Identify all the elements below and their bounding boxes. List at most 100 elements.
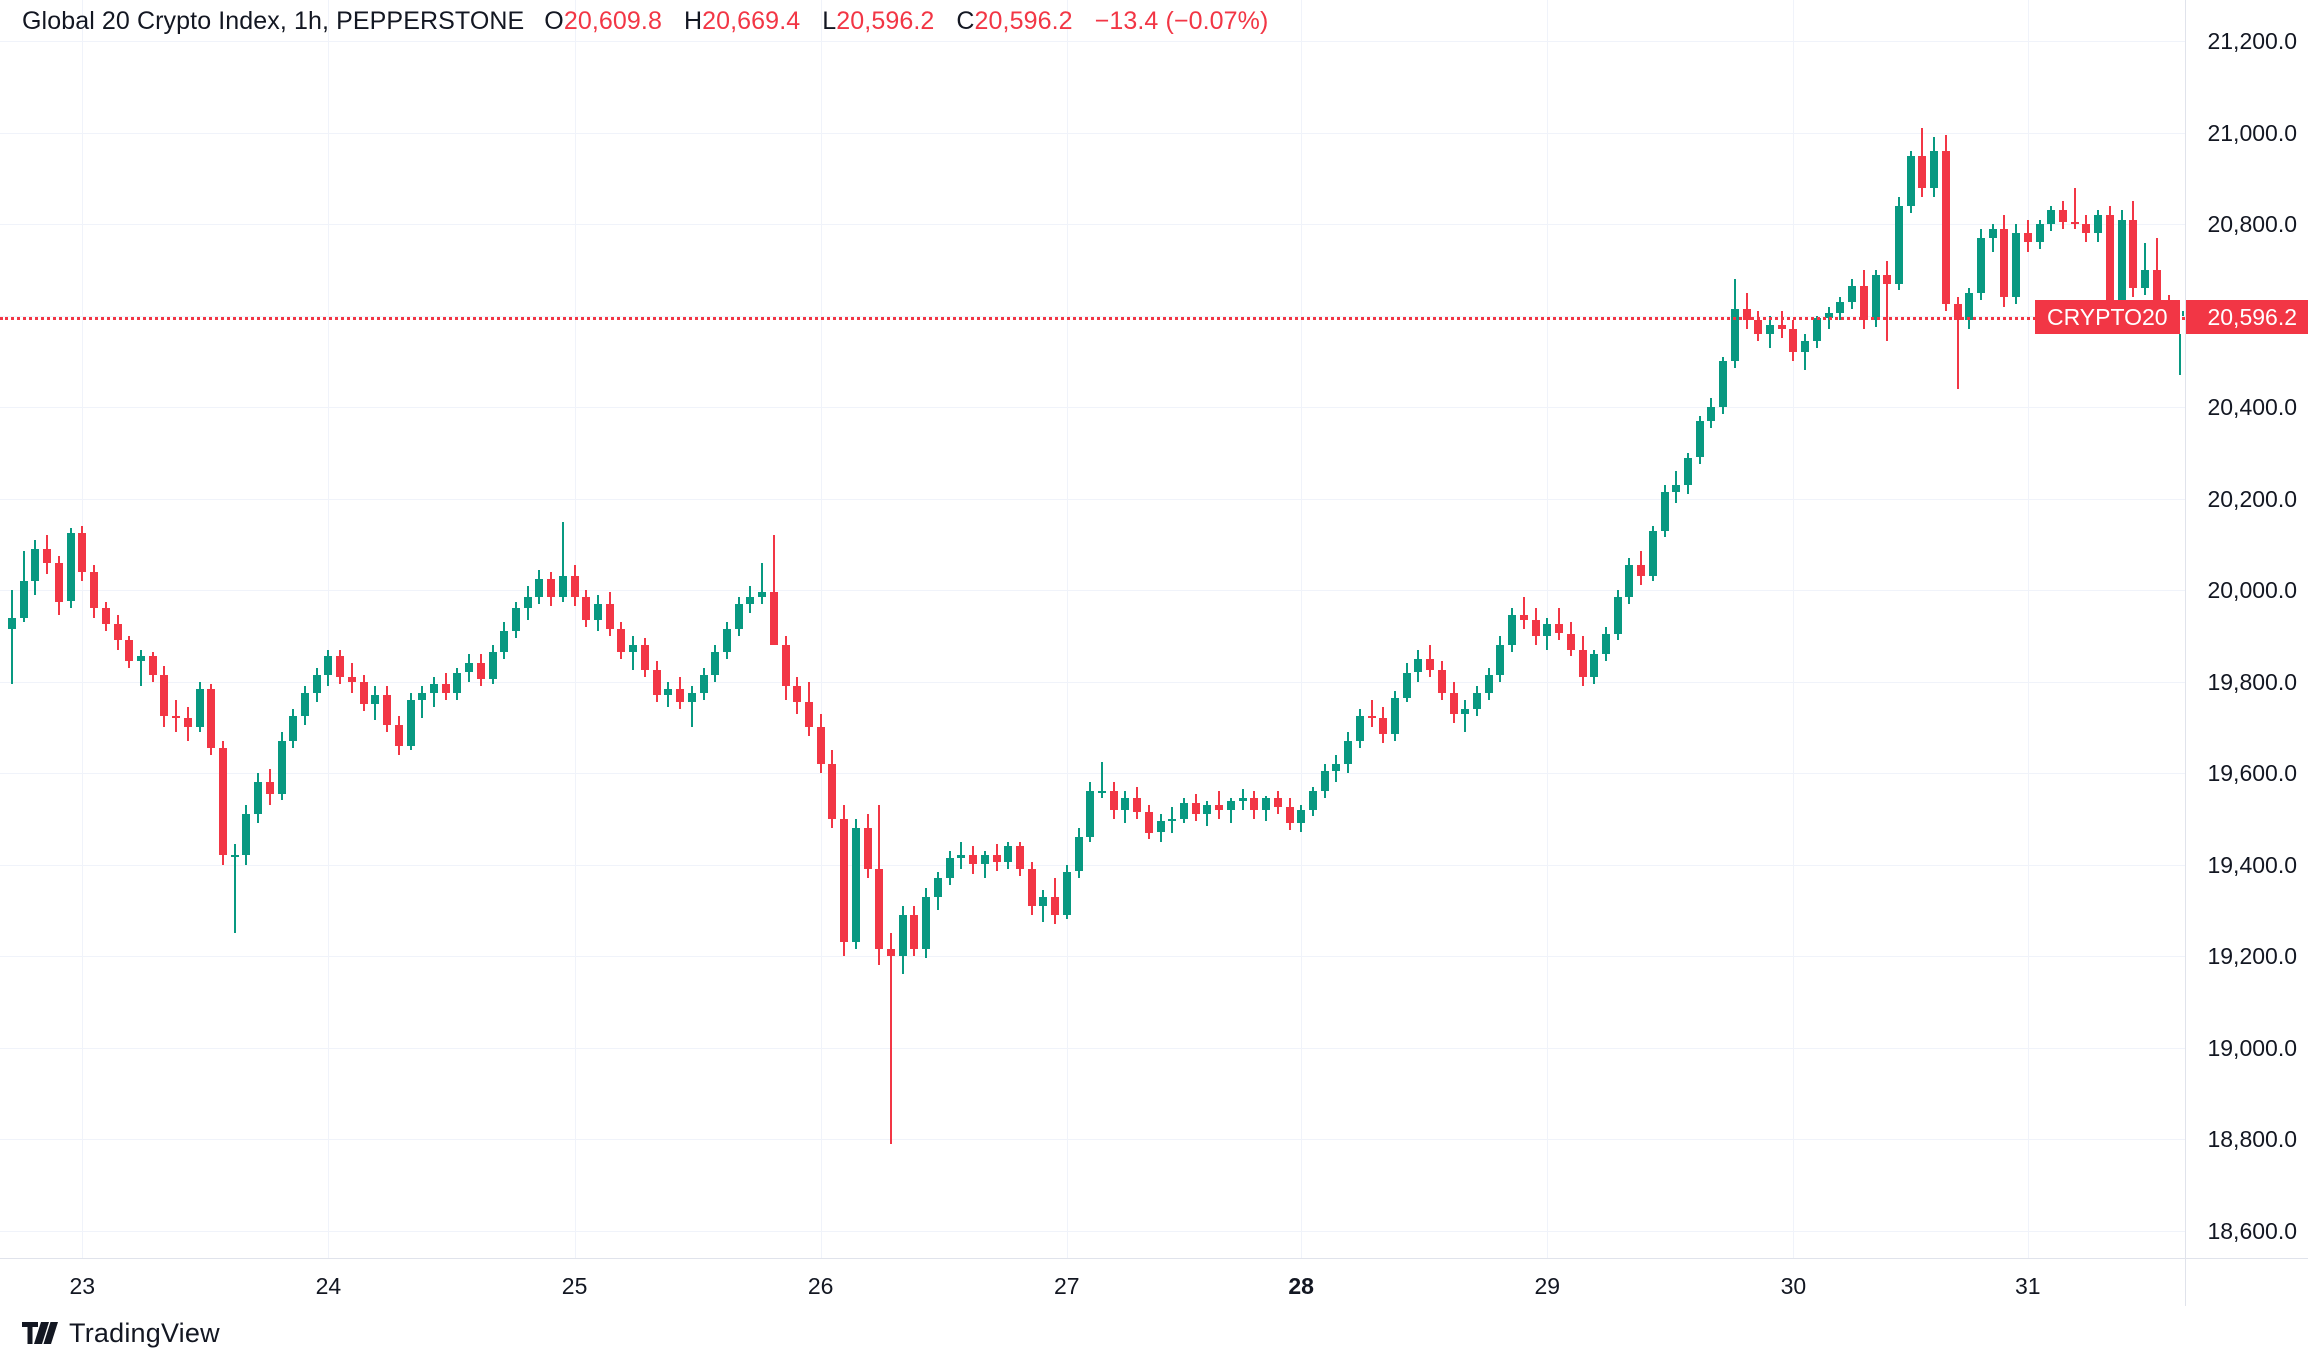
candle-wick bbox=[1780, 311, 1783, 339]
candle-body bbox=[558, 576, 567, 597]
candle-body bbox=[1402, 672, 1411, 698]
plot-area[interactable]: CRYPTO20 bbox=[0, 0, 2185, 1258]
tradingview-brand-name: TradingView bbox=[69, 1317, 220, 1348]
candle-wick bbox=[761, 562, 764, 604]
candle-body bbox=[312, 674, 321, 693]
candle-body bbox=[1039, 896, 1048, 906]
candle-body bbox=[1719, 361, 1728, 408]
grid-line-vertical bbox=[1301, 0, 1303, 1258]
candle-body bbox=[1672, 484, 1681, 492]
candle-body bbox=[676, 688, 684, 703]
candle-body bbox=[1684, 457, 1692, 485]
candle-wick bbox=[1218, 791, 1221, 819]
candle-wick bbox=[1991, 224, 1994, 252]
candle-body bbox=[1133, 798, 1142, 812]
candle-body bbox=[1355, 715, 1364, 742]
candle-body bbox=[1578, 649, 1587, 677]
candle-body bbox=[1015, 846, 1024, 870]
candle-body bbox=[535, 578, 544, 597]
time-tick-label: 28 bbox=[1288, 1273, 1314, 1299]
time-tick-label: 30 bbox=[1780, 1273, 1807, 1299]
candle-body bbox=[1367, 715, 1376, 719]
candle-wick bbox=[1101, 761, 1103, 799]
candle-body bbox=[910, 914, 919, 950]
price-scale[interactable]: 20,596.2 18,600.0 18,800.0 19,000.0 19,200.… bbox=[2185, 0, 2308, 1258]
candle-body bbox=[1695, 420, 1704, 458]
grid-line-horizontal bbox=[0, 1047, 2185, 1049]
time-scale[interactable]: 23 24 25 26 27 28 29 30 31 bbox=[0, 1258, 2185, 1307]
time-tick-label: 25 bbox=[561, 1273, 588, 1299]
candle-body bbox=[605, 603, 614, 629]
candle-body bbox=[582, 597, 591, 620]
tradingview-branding[interactable]: TradingView bbox=[22, 1316, 220, 1350]
candle-body bbox=[1859, 285, 1868, 321]
candle-body bbox=[640, 645, 649, 671]
last-price-badge[interactable]: 20,596.2 bbox=[2186, 300, 2308, 335]
candle-wick bbox=[2073, 187, 2076, 229]
candle-body bbox=[699, 674, 708, 693]
candle-body bbox=[769, 592, 778, 645]
candle-body bbox=[418, 693, 427, 700]
candle-wick bbox=[890, 933, 892, 1144]
candle-body bbox=[922, 896, 931, 950]
candle-body bbox=[1801, 340, 1810, 353]
legend-low: L 20,596.2 bbox=[822, 6, 934, 36]
candle-body bbox=[933, 878, 942, 897]
candle-body bbox=[887, 949, 895, 957]
candle-body bbox=[652, 670, 661, 696]
candle-body bbox=[1273, 798, 1282, 808]
candle-body bbox=[863, 828, 872, 870]
grid-line-horizontal bbox=[0, 956, 2185, 958]
symbol-price-flag[interactable]: CRYPTO20 bbox=[2035, 300, 2182, 335]
candle-body bbox=[2152, 269, 2161, 307]
legend-ohlc-group: O 20,609.8 H 20,669.4 L 20,596.2 C 20,596.2 … bbox=[544, 6, 1268, 36]
candle-body bbox=[734, 603, 743, 629]
candle-body bbox=[1437, 670, 1446, 694]
price-tick-label: 18,800.0 bbox=[2207, 1126, 2297, 1153]
candle-body bbox=[148, 656, 157, 675]
candle-body bbox=[54, 562, 63, 602]
legend-symbol-title[interactable]: Global 20 Crypto Index, 1h, PEPPERSTONE bbox=[22, 7, 525, 35]
candle-body bbox=[1391, 697, 1399, 735]
grid-layer bbox=[0, 0, 2185, 1258]
candle-body bbox=[2070, 221, 2079, 225]
candle-body bbox=[1977, 237, 1985, 293]
candle-body bbox=[1426, 658, 1435, 671]
symbol-flag-label: CRYPTO20 bbox=[2047, 303, 2168, 330]
candle-body bbox=[1543, 624, 1552, 636]
price-tick-label: 18,600.0 bbox=[2207, 1217, 2297, 1244]
candle-body bbox=[1086, 791, 1095, 838]
candle-body bbox=[1648, 530, 1657, 577]
candle-body bbox=[19, 581, 28, 618]
candle-body bbox=[2035, 224, 2044, 243]
candle-body bbox=[183, 718, 192, 728]
candle-body bbox=[1297, 809, 1306, 824]
candle-body bbox=[570, 576, 579, 597]
candle-body bbox=[816, 727, 825, 764]
candle-body bbox=[969, 855, 977, 865]
grid-line-vertical bbox=[820, 0, 822, 1258]
candle-body bbox=[2012, 233, 2021, 298]
candle-body bbox=[1566, 633, 1575, 650]
candle-body bbox=[1308, 791, 1317, 810]
candle-wick bbox=[2144, 242, 2146, 296]
grid-line-horizontal bbox=[0, 132, 2185, 134]
candle-body bbox=[1484, 674, 1493, 693]
candle-body bbox=[1660, 491, 1669, 531]
candle-body bbox=[1344, 741, 1353, 764]
candle-body bbox=[265, 782, 274, 794]
candle-body bbox=[523, 597, 532, 609]
legend-close: C 20,596.2 bbox=[956, 6, 1072, 36]
candle-body bbox=[1203, 805, 1212, 815]
grid-line-horizontal bbox=[0, 590, 2185, 592]
candle-body bbox=[851, 828, 860, 943]
candle-body bbox=[1625, 565, 1634, 597]
candle-body bbox=[840, 818, 849, 943]
price-tick-label: 21,000.0 bbox=[2207, 119, 2297, 146]
tradingview-logo-icon bbox=[22, 1322, 58, 1344]
legend-low-tag: L bbox=[822, 7, 837, 35]
price-tick-label: 20,400.0 bbox=[2207, 394, 2297, 421]
grid-line-vertical bbox=[1793, 0, 1795, 1258]
chart-legend[interactable]: Global 20 Crypto Index, 1h, PEPPERSTONE … bbox=[22, 6, 1268, 36]
price-tick-label: 20,200.0 bbox=[2207, 485, 2297, 512]
